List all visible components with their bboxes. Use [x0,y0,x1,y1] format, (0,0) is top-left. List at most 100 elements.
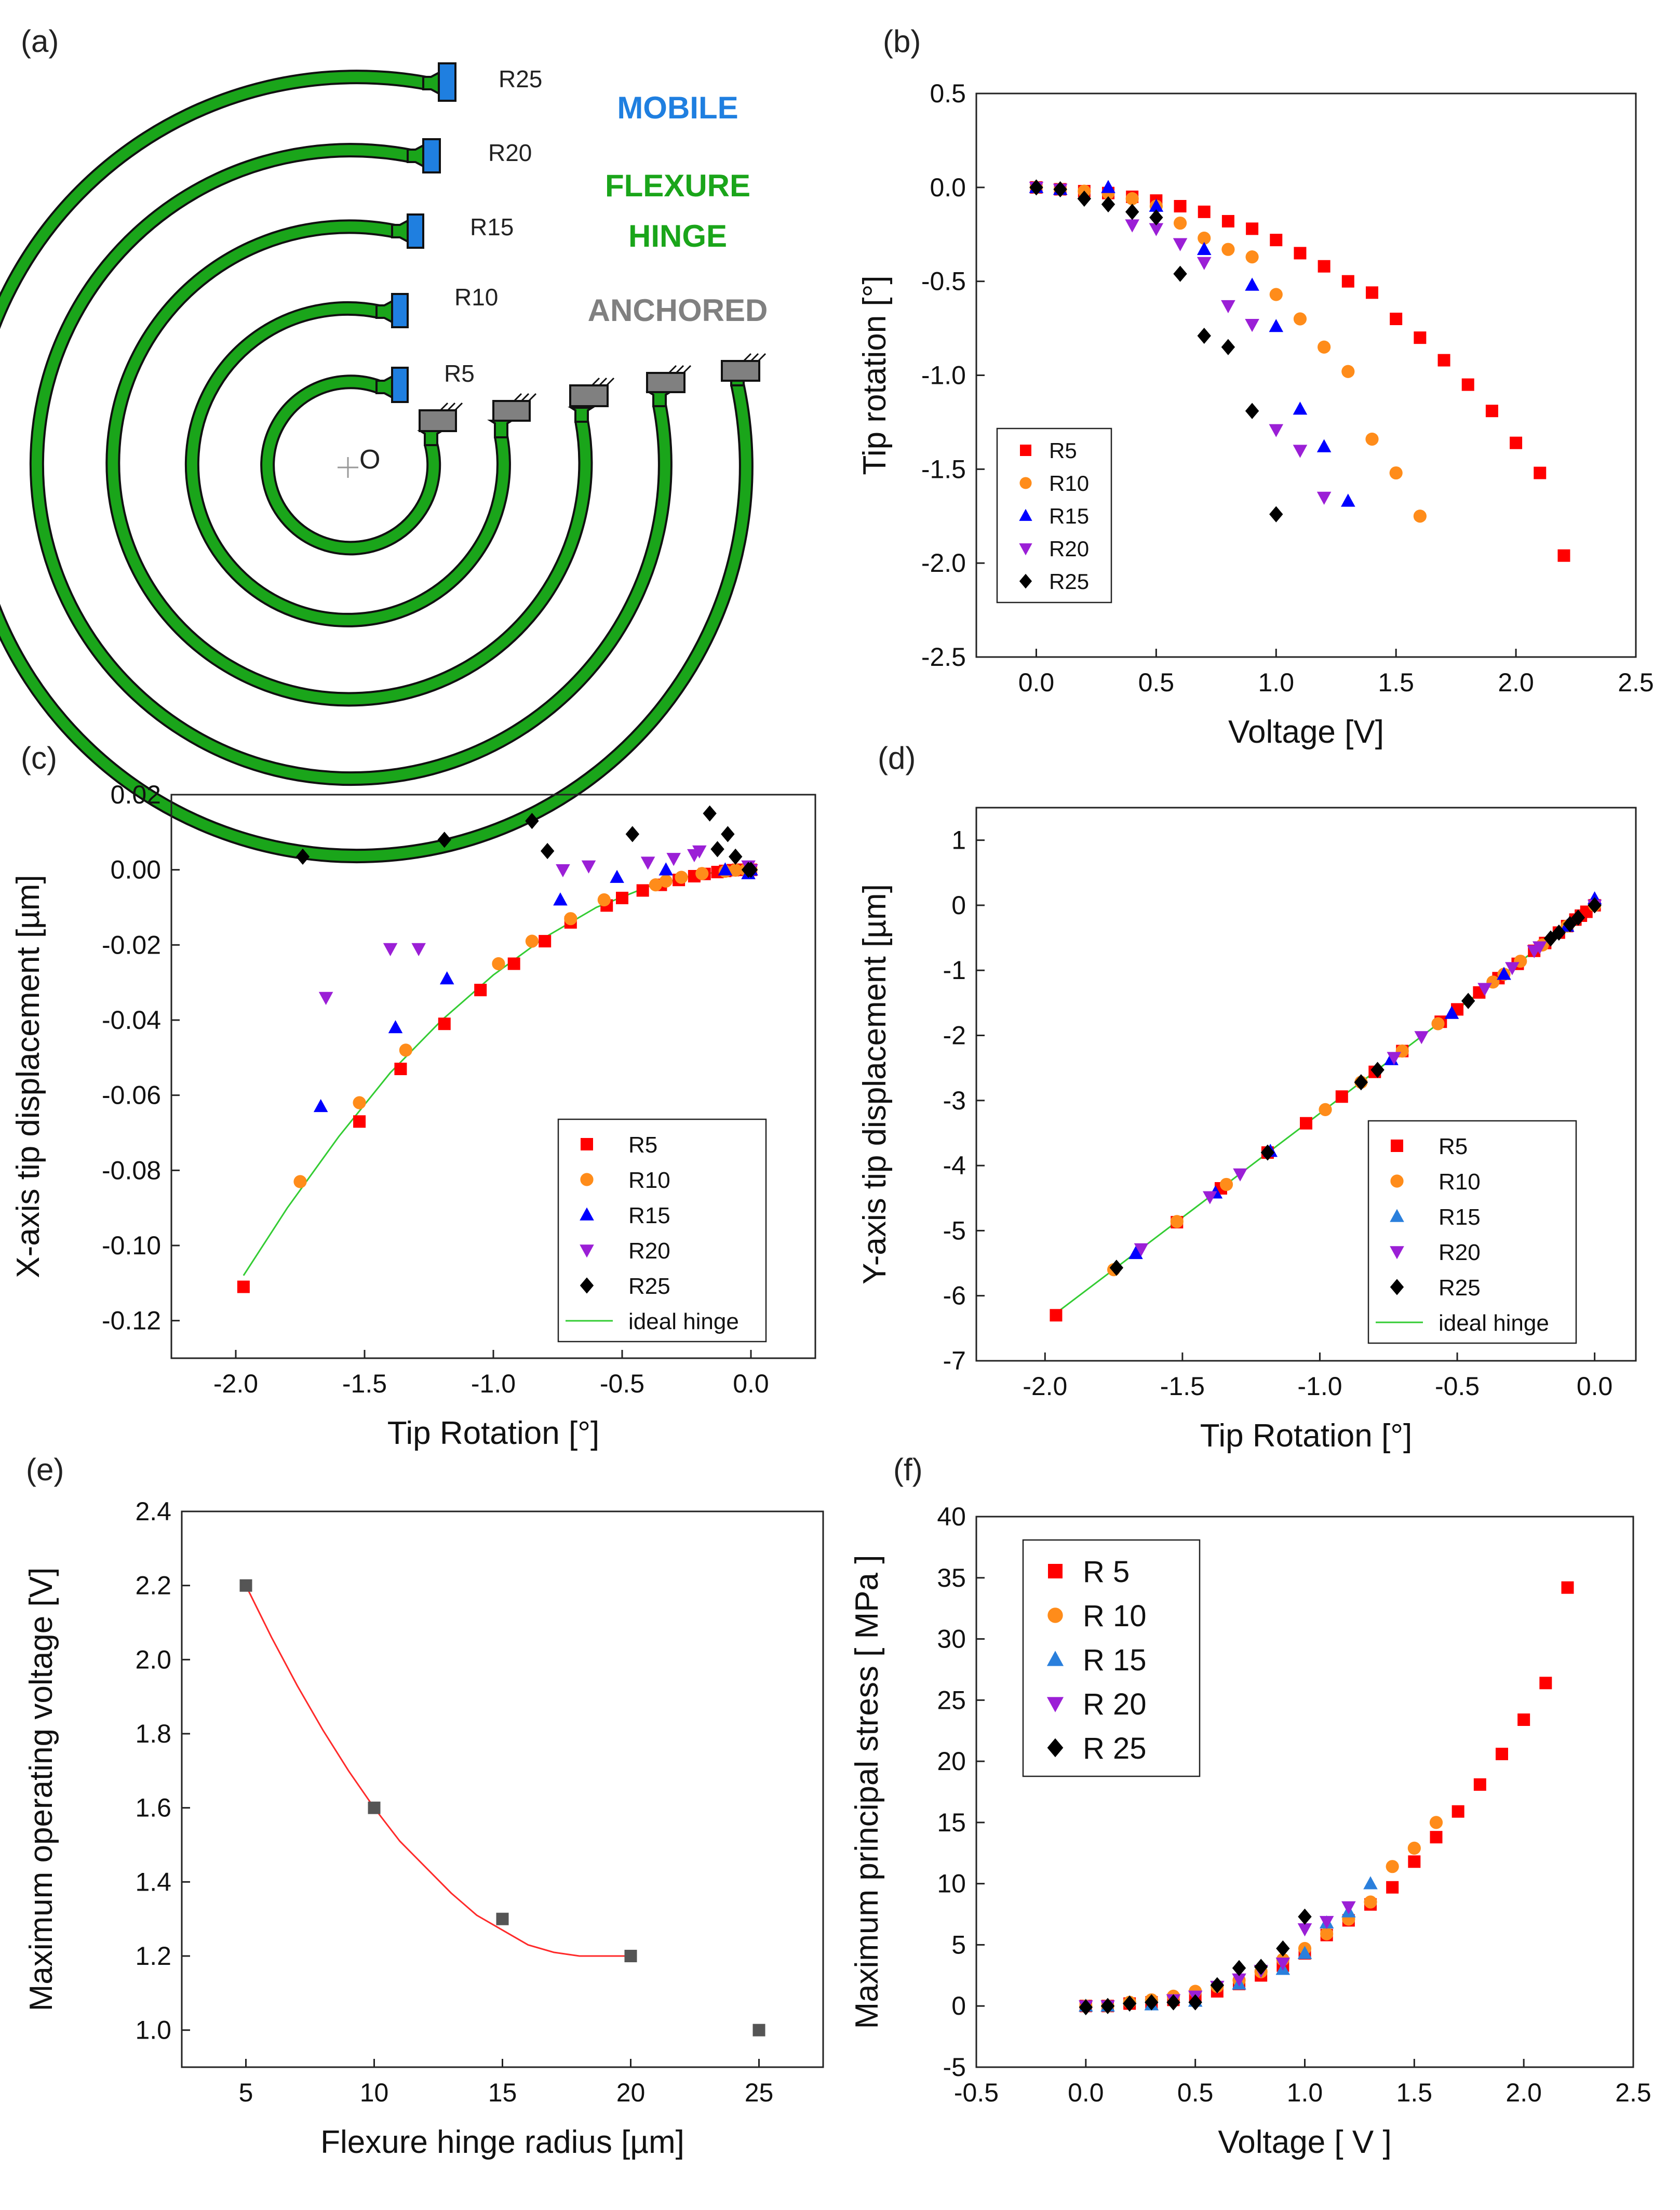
fit-curve [245,1585,631,1957]
data-point-r25 [710,841,724,858]
data-point-r5 [539,935,552,948]
legend-label-r25: R 25 [1083,1732,1147,1765]
data-point-r20 [1275,1957,1291,1971]
legend-marker-r10 [580,1173,594,1186]
data-point-r5 [636,884,649,897]
data-point-r5 [438,1017,451,1030]
data-point-r5 [1461,378,1474,391]
data-point-r5 [1534,466,1547,479]
y-tick-label: 20 [937,1747,966,1776]
x-tick-label: -0.5 [600,1369,644,1398]
y-tick-label: 0.00 [111,855,161,885]
y-tick-label: 0 [951,891,966,920]
data-point-r10 [1365,432,1379,446]
data-point-r5 [1270,234,1283,247]
chart-c-x-displacement-vs-rotation: -2.0 -1.5 -1.0 -0.5 0.0 0.02 0.00 -0.02 -0.04 -0.… [10,780,816,1451]
legend-label-r20: R20 [628,1238,670,1264]
legend-label-ideal-hinge: ideal hinge [628,1309,739,1334]
data-point-r25 [1210,1977,1225,1993]
data-point-r20 [640,856,655,870]
x-tick-label: 0.0 [1068,2078,1104,2107]
data-point-r15 [1197,242,1212,255]
anchor-hatching [439,353,767,411]
mobile-block-r20 [422,138,441,173]
legend-marker-r15 [1019,508,1032,521]
y-axis-label: X-axis tip displacement [µm] [10,875,46,1278]
y-tick-label: 10 [937,1869,966,1898]
x-tick-label: 1.0 [1258,668,1295,697]
y-tick-label: -0.08 [102,1156,161,1185]
legend-label-r15: R15 [1049,504,1089,528]
data-point-r5 [1496,1747,1508,1760]
anchor-block-r5 [419,409,457,432]
data-point-r5 [1386,1881,1399,1894]
y-tick-label: -5 [943,2053,966,2082]
y-tick-label: -1.5 [921,454,966,484]
data-point-r5 [1198,205,1211,218]
data-point-r15 [1316,439,1332,452]
data-point-r20 [1134,1243,1149,1256]
mobile-block-r15 [407,213,424,249]
chart-d-y-displacement-vs-rotation: -2.0 -1.5 -1.0 -0.5 0.0 1 0 -1 -2 -3 -4 -5 -6 -7 Tip R… [857,807,1637,1454]
data-point-r5 [1414,331,1427,344]
data-point-r5 [1050,1309,1063,1322]
legend-hinge: HINGE [628,219,727,253]
x-tick-label: 2.0 [1506,2078,1542,2107]
x-tick-label: -1.0 [471,1369,516,1398]
y-tick-label: -5 [943,1216,966,1245]
mobile-block-r5 [391,367,409,403]
series-r25 [1029,179,1283,523]
data-point-r25 [1188,1994,1202,2011]
anchored-ends [417,360,760,446]
y-tick-label: 5 [951,1930,966,1959]
data-point-r10 [353,1096,366,1109]
y-tick-label: 2.2 [135,1571,171,1600]
y-tick-label: -7 [943,1346,966,1375]
data-point-r10 [597,893,611,907]
legend-label-r20: R20 [1439,1240,1481,1265]
y-tick-label: -0.12 [102,1306,161,1335]
x-tick-label: 2.5 [1618,668,1654,697]
data-point-r25 [1232,1960,1246,1976]
series-r25 [1079,1908,1312,2016]
legend-marker-r20 [1019,543,1032,556]
x-tick-label: 2.5 [1615,2078,1651,2107]
legend-label-r10: R10 [628,1168,670,1193]
legend-marker-r10 [1390,1174,1404,1188]
x-tick-label: -2.0 [1023,1372,1067,1401]
data-point-r10 [1198,231,1211,245]
legend-marker-r15 [1046,1651,1064,1666]
data-point-r5 [1294,247,1307,260]
data-point-r20 [1202,1191,1217,1204]
x-tick-label: -0.5 [954,2078,999,2107]
x-tick-label: 0.0 [1018,668,1055,697]
data-point-r20 [1173,238,1188,251]
data-point-r20 [1505,962,1520,975]
data-point-r20 [411,943,426,956]
data-point-r20 [1319,1916,1334,1930]
legend-label-r5: R5 [1049,438,1077,463]
data-point-r25 [1100,1998,1115,2014]
data-point-r10 [1293,312,1307,326]
legend-label-r5: R5 [1439,1134,1468,1159]
data-point-r25 [1197,327,1211,344]
data-point-r15 [1297,1946,1312,1959]
x-tick-label: -1.5 [342,1369,387,1398]
data-point-r5 [507,957,520,970]
data-point-r15 [1245,277,1259,291]
data-point-r5 [1335,1090,1348,1103]
x-axis-label: Flexure hinge radius [µm] [320,2124,684,2160]
y-tick-label: 2.0 [135,1645,171,1674]
anchor-block-r25 [721,360,760,382]
data-point-r10 [1173,216,1187,230]
data-point-r20 [1532,941,1547,955]
y-tick-label: 1.8 [135,1719,171,1748]
data-point-r25 [1260,1144,1275,1161]
panel-label-f: (f) [893,1452,923,1487]
legend-label-r10: R10 [1439,1169,1481,1195]
x-tick-label: 25 [745,2078,774,2107]
data-point-r15 [610,869,624,883]
data-point-r10 [1319,1103,1332,1116]
panel-label-b: (b) [883,24,921,59]
hinge-label-r10: R10 [454,284,498,311]
